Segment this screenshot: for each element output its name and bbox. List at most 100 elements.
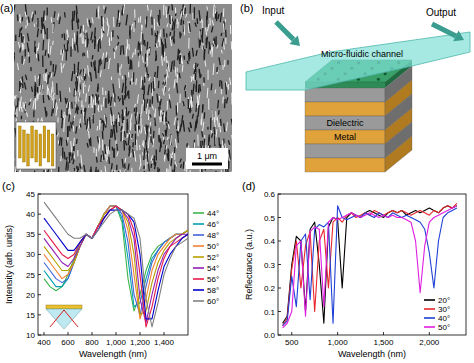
sem-texture (83, 83, 84, 94)
sem-texture (225, 19, 226, 22)
sem-texture (81, 77, 82, 80)
sem-texture (52, 64, 54, 72)
y-tick (38, 294, 41, 295)
sem-texture (168, 88, 169, 91)
flow-arrow-head (453, 31, 464, 42)
y-tick-label: 45 (26, 190, 35, 199)
sem-texture (184, 8, 186, 14)
sem-texture (148, 85, 149, 95)
sem-texture (172, 151, 174, 155)
sem-texture (22, 56, 23, 64)
sem-texture (214, 4, 216, 14)
sem-texture (72, 118, 73, 125)
sem-texture (133, 22, 134, 32)
sem-texture (227, 60, 228, 64)
sem-texture (183, 6, 184, 15)
sem-texture (100, 70, 102, 77)
sem-texture (73, 126, 74, 132)
sem-texture (214, 117, 215, 122)
sem-texture (46, 111, 48, 115)
sem-texture (21, 33, 23, 43)
sem-texture (34, 11, 36, 15)
x-tick-label: 1,200 (130, 338, 151, 347)
sem-texture (147, 74, 149, 78)
sem-texture (147, 151, 149, 162)
sem-texture (104, 123, 105, 127)
legend-label: 50° (438, 323, 450, 332)
sem-texture (179, 94, 180, 103)
sem-texture (222, 97, 224, 104)
sem-texture (54, 71, 55, 77)
sem-texture (47, 7, 48, 15)
sem-texture (215, 111, 216, 120)
nanorod (43, 126, 46, 158)
sem-texture (190, 122, 191, 128)
sem-texture (195, 22, 196, 26)
sem-texture (172, 36, 173, 39)
sem-texture (114, 170, 115, 172)
sem-texture (91, 62, 93, 67)
sem-texture (23, 102, 24, 108)
sem-texture (30, 67, 32, 71)
y-tick-label: 10 (26, 331, 35, 340)
sem-texture (202, 104, 204, 112)
y-tick-label: 40 (26, 210, 35, 219)
sem-texture (165, 76, 167, 87)
sem-texture (223, 65, 224, 70)
x-tick (116, 332, 117, 335)
sem-texture (100, 155, 102, 162)
sem-texture (38, 43, 40, 49)
sem-texture (118, 36, 119, 39)
sem-texture (74, 115, 75, 121)
sem-texture (146, 67, 148, 75)
sem-texture (182, 65, 184, 72)
sem-texture (71, 141, 72, 152)
legend-swatch (193, 278, 204, 280)
sem-texture (53, 11, 55, 18)
legend-label: 20° (438, 296, 450, 305)
sem-texture (63, 112, 65, 118)
sem-texture (74, 33, 76, 42)
y-tick (38, 194, 41, 195)
sem-texture (25, 49, 26, 57)
legend-swatch (193, 300, 204, 302)
sem-texture (211, 47, 213, 57)
sem-texture (90, 137, 92, 146)
sem-texture (155, 150, 157, 161)
sem-texture (140, 77, 142, 89)
sem-texture (77, 81, 78, 91)
sem-texture (130, 81, 132, 85)
sem-texture (87, 18, 88, 26)
nanorod (27, 134, 30, 166)
sem-texture (66, 50, 67, 61)
sem-texture (109, 41, 111, 46)
sem-texture (167, 149, 169, 161)
sem-texture (216, 129, 218, 137)
sem-texture (41, 117, 42, 121)
sem-texture (14, 159, 15, 165)
sem-texture (69, 126, 71, 132)
sem-texture (118, 115, 119, 126)
sem-texture (113, 84, 114, 94)
sem-texture (25, 12, 26, 17)
sem-texture (117, 42, 118, 45)
sem-texture (103, 97, 105, 107)
legend-label: 46° (207, 220, 219, 229)
sem-texture (68, 102, 70, 114)
sem-texture (97, 40, 98, 44)
sem-texture (98, 40, 100, 52)
metal-layer (305, 102, 385, 116)
sem-texture (223, 23, 224, 31)
sem-texture (189, 100, 190, 108)
sem-texture (43, 74, 44, 81)
legend-label: 58° (207, 286, 219, 295)
sem-texture (19, 28, 20, 37)
sem-texture (74, 168, 76, 171)
sem-texture (59, 137, 60, 145)
sem-texture (147, 57, 148, 66)
sem-texture (124, 131, 126, 137)
sem-texture (109, 58, 110, 62)
sem-texture (148, 137, 150, 148)
sem-texture (53, 93, 54, 97)
sem-texture (97, 83, 99, 92)
